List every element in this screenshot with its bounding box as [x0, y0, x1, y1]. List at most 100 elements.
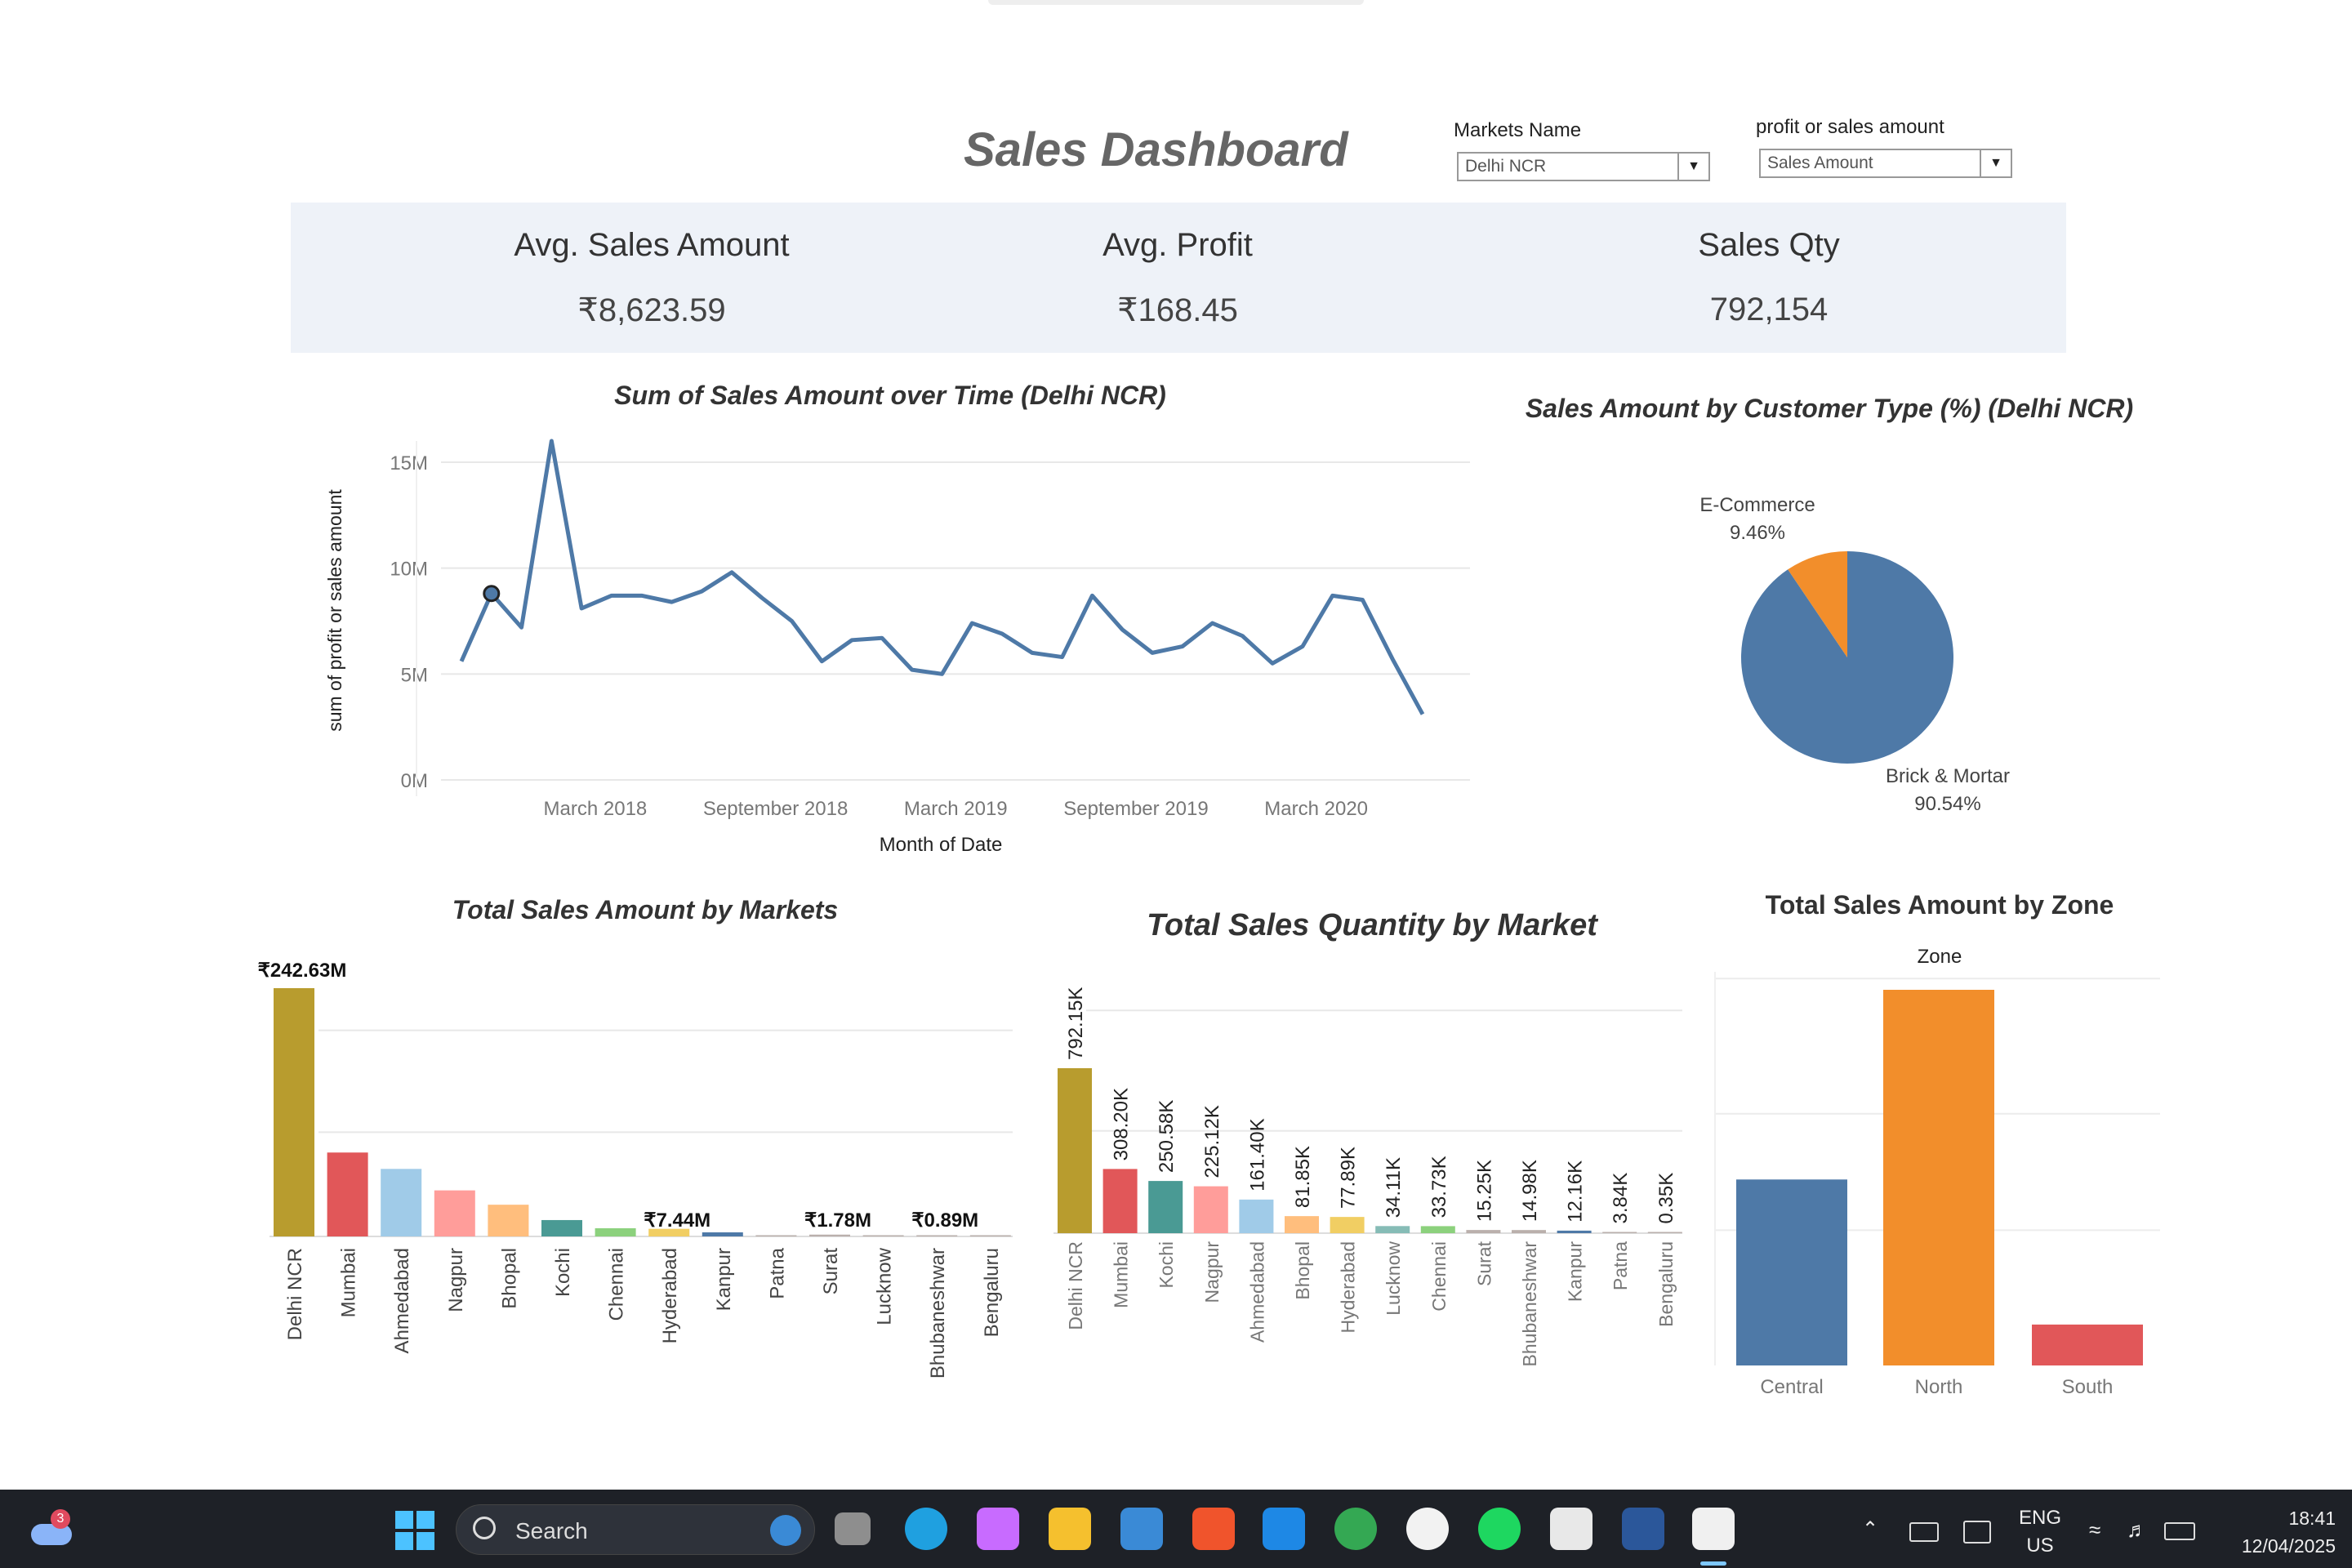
- x-tick-label: March 2019: [904, 798, 1008, 820]
- market-qty-chart[interactable]: 792.15K Delhi NCR 308.20K Mumbai 250.58K Koch…: [1037, 964, 1690, 1405]
- kpi-avg-sales: Avg. Sales Amount ₹8,623.59: [423, 227, 880, 329]
- spotify-icon[interactable]: [1478, 1508, 1521, 1550]
- bar: [1193, 1186, 1228, 1233]
- x-tick-label: Ahmedabad: [391, 1248, 413, 1353]
- x-tick-label: March 2020: [1264, 798, 1368, 820]
- bar: [916, 1235, 958, 1236]
- bar: [1647, 1232, 1682, 1233]
- time-text: 18:41: [2288, 1508, 2336, 1529]
- task-view-icon[interactable]: [835, 1512, 871, 1545]
- data-label: ₹0.89M: [911, 1209, 978, 1232]
- brave-icon[interactable]: [1192, 1508, 1235, 1550]
- data-label: ₹242.63M: [258, 960, 347, 982]
- dashboard-title: Sales Dashboard: [964, 123, 1348, 176]
- bar: [702, 1232, 743, 1236]
- market-qty-chart-title: Total Sales Quantity by Market: [1147, 908, 1597, 942]
- edge-icon[interactable]: [905, 1508, 947, 1550]
- x-tick-label: Hyderabad: [659, 1248, 681, 1343]
- line-chart[interactable]: 0M 5M 10M 15M sum of profit or sales amount M…: [310, 425, 1486, 866]
- highlighted-point: [483, 585, 501, 603]
- data-label: 161.40K: [1246, 1118, 1268, 1191]
- bar: [274, 988, 314, 1236]
- bar: [1883, 990, 1994, 1365]
- windows-start-icon[interactable]: [395, 1511, 434, 1550]
- bar: [1602, 1232, 1637, 1233]
- bar: [648, 1228, 690, 1236]
- chrome-icon[interactable]: [1334, 1508, 1377, 1550]
- tablet-mode-icon[interactable]: [1963, 1521, 1991, 1544]
- x-tick-label: Surat: [1473, 1241, 1494, 1286]
- pie-slice-ecommerce: [1788, 551, 1847, 657]
- x-tick-label: Bhubaneshwar: [927, 1248, 949, 1379]
- bar: [1239, 1199, 1274, 1233]
- bar: [327, 1152, 368, 1236]
- snipping-tool-icon[interactable]: [1692, 1508, 1735, 1550]
- markets-filter-label: Markets Name: [1454, 119, 1582, 141]
- word-icon[interactable]: [1622, 1508, 1664, 1550]
- x-tick-label: Lucknow: [1383, 1241, 1404, 1316]
- bar: [969, 1235, 1011, 1236]
- kpi-label: Avg. Profit: [1102, 227, 1253, 263]
- search-icon: [473, 1517, 496, 1539]
- bar: [2032, 1324, 2143, 1365]
- y-tick-label: 10M: [390, 559, 428, 581]
- data-label: ₹1.78M: [804, 1209, 871, 1232]
- x-tick-label: Bhopal: [1292, 1241, 1313, 1300]
- markets-sales-chart[interactable]: Delhi NCR Mumbai Ahmedabad Nagpur Bhopal Koch…: [245, 947, 1029, 1405]
- file-explorer-icon[interactable]: [1049, 1508, 1091, 1550]
- bar: [1375, 1226, 1410, 1233]
- tableau-icon[interactable]: [1550, 1508, 1592, 1550]
- volume-icon[interactable]: ♬: [2127, 1517, 2148, 1542]
- x-tick-label: Kochi: [552, 1248, 574, 1297]
- x-tick-label: Mumbai: [1111, 1241, 1132, 1308]
- x-tick-label: Kochi: [1156, 1241, 1177, 1289]
- chevron-up-icon[interactable]: ⌃: [1862, 1518, 1879, 1540]
- github-icon[interactable]: [1406, 1508, 1449, 1550]
- y-axis-label: sum of profit or sales amount: [324, 489, 345, 732]
- bar: [595, 1227, 636, 1236]
- vscode-icon[interactable]: [1263, 1508, 1305, 1550]
- y-tick-label: 15M: [390, 452, 428, 474]
- x-tick-label: September 2019: [1063, 798, 1208, 820]
- x-tick-label: Hyderabad: [1338, 1241, 1359, 1334]
- kpi-value: ₹168.45: [1117, 292, 1238, 328]
- weather-widget[interactable]: 3: [28, 1509, 74, 1547]
- x-tick-label: Central: [1760, 1376, 1823, 1398]
- x-tick-label: March 2018: [544, 798, 648, 820]
- metric-filter-dropdown[interactable]: Sales Amount ▼: [1759, 149, 2012, 178]
- x-tick-label: Mumbai: [338, 1248, 360, 1317]
- store-icon[interactable]: [1120, 1508, 1163, 1550]
- zone-chart[interactable]: Central North South: [1707, 972, 2180, 1413]
- data-label: 12.16K: [1565, 1160, 1587, 1223]
- data-label: 0.35K: [1655, 1173, 1677, 1224]
- wifi-icon[interactable]: ≈: [2089, 1517, 2101, 1542]
- x-tick-label: Bhopal: [498, 1248, 520, 1309]
- x-tick-label: North: [1915, 1376, 1963, 1398]
- data-label: 33.73K: [1428, 1156, 1450, 1218]
- x-tick-label: Bhubaneshwar: [1519, 1241, 1540, 1367]
- pie-chart[interactable]: E-Commerce 9.46% Brick & Mortar 90.54%: [1633, 474, 2074, 825]
- copilot-icon[interactable]: [977, 1508, 1019, 1550]
- pie-label-name: Brick & Mortar: [1886, 765, 2010, 787]
- pie-label-name: E-Commerce: [1699, 494, 1815, 516]
- bar: [1420, 1226, 1455, 1233]
- clock[interactable]: 18:41 12/04/2025: [2205, 1504, 2336, 1560]
- markets-filter-dropdown[interactable]: Delhi NCR ▼: [1457, 152, 1710, 181]
- bar: [1102, 1169, 1138, 1233]
- battery-icon[interactable]: [2164, 1522, 2195, 1540]
- data-label: 81.85K: [1292, 1146, 1314, 1208]
- x-tick-label: Bengaluru: [1655, 1241, 1677, 1327]
- metric-filter-value: Sales Amount: [1767, 154, 1873, 172]
- markets-filter-value: Delhi NCR: [1465, 157, 1547, 176]
- data-label: 14.98K: [1519, 1160, 1541, 1222]
- taskbar-search-input[interactable]: Search: [456, 1504, 815, 1555]
- chevron-down-icon: ▼: [1677, 154, 1708, 180]
- language-indicator[interactable]: ENG US: [2014, 1504, 2066, 1560]
- pie-chart-title: Sales Amount by Customer Type (%) (Delhi…: [1525, 394, 2134, 423]
- x-tick-label: Patna: [766, 1247, 788, 1298]
- zone-chart-subtitle: Zone: [1917, 946, 1962, 968]
- data-label: 34.11K: [1383, 1157, 1405, 1218]
- bar: [434, 1190, 475, 1236]
- keyboard-icon[interactable]: [1909, 1522, 1939, 1542]
- data-label: 250.58K: [1156, 1100, 1178, 1173]
